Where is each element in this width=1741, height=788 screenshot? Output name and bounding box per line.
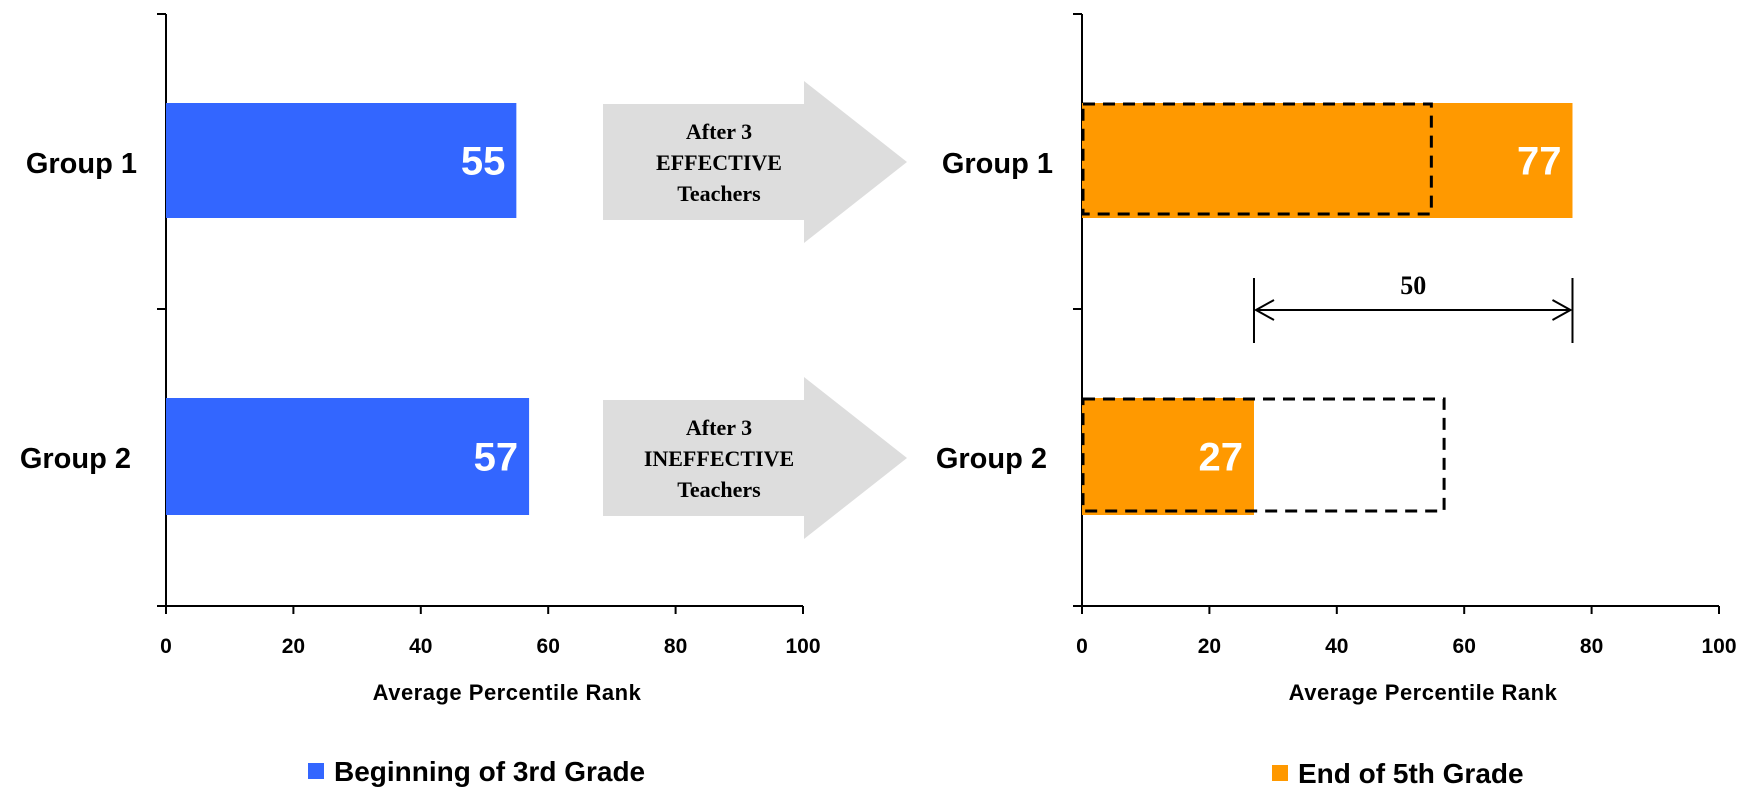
legend-swatch-blue xyxy=(308,763,324,779)
arrow-text-line-3: Teachers xyxy=(677,181,761,206)
arrow-text-line-1: After 3 xyxy=(686,119,752,144)
bars: 77 27 xyxy=(1082,103,1573,515)
reference-outline xyxy=(1081,397,1446,513)
x-tick-label: 40 xyxy=(1325,635,1348,658)
category-label-group-2: Group 2 xyxy=(20,443,131,475)
legend-label: Beginning of 3rd Grade xyxy=(334,756,645,787)
annotation-arrowhead-left xyxy=(1253,299,1275,321)
bar xyxy=(1082,398,1254,515)
gap-annotation: 50 xyxy=(1252,271,1574,343)
x-axis-label: Average Percentile Rank xyxy=(1289,680,1558,705)
legend-label: End of 5th Grade xyxy=(1298,758,1524,788)
arrow-shape xyxy=(603,377,907,539)
arrow-text-line-2: INEFFECTIVE xyxy=(644,446,794,471)
x-tick-label: 80 xyxy=(1580,635,1603,658)
bar xyxy=(166,103,517,218)
x-ticks: 0 20 40 60 80 100 xyxy=(1076,606,1737,658)
arrow-shape xyxy=(603,81,907,243)
annotation-label: 50 xyxy=(1400,271,1426,300)
arrow-ineffective: After 3 INEFFECTIVE Teachers xyxy=(603,377,907,539)
reference-outline xyxy=(1081,102,1433,216)
chart-end-5th-grade: 0 20 40 60 80 100 77 27 50 Group 1 Group 2 Ave… xyxy=(936,13,1737,788)
arrow-text-line-1: After 3 xyxy=(686,415,752,440)
bar xyxy=(1082,103,1573,218)
chart-beginning-3rd-grade: 0 20 40 60 80 100 55 57 Group 1 Group 2 Averag… xyxy=(20,13,821,787)
bar-value-label: 57 xyxy=(474,436,519,480)
category-label-group-2: Group 2 xyxy=(936,443,1047,475)
category-label-group-1: Group 1 xyxy=(26,148,137,180)
x-axis-label: Average Percentile Rank xyxy=(373,680,642,705)
x-tick-label: 60 xyxy=(1453,635,1476,658)
arrow-text-line-2: EFFECTIVE xyxy=(656,150,782,175)
arrow-effective: After 3 EFFECTIVE Teachers xyxy=(603,81,907,243)
x-tick-label: 40 xyxy=(409,635,432,658)
x-tick-label: 100 xyxy=(1701,635,1736,658)
bars: 55 57 xyxy=(166,103,530,515)
annotation-arrowhead-right xyxy=(1552,299,1573,321)
x-ticks: 0 20 40 60 80 100 xyxy=(160,606,821,658)
x-tick-label: 20 xyxy=(1198,635,1221,658)
x-tick-label: 0 xyxy=(1076,635,1088,658)
bar-value-label: 77 xyxy=(1517,140,1562,184)
bar xyxy=(166,398,530,515)
arrow-text-line-3: Teachers xyxy=(677,477,761,502)
x-tick-label: 100 xyxy=(785,635,820,658)
x-tick-label: 20 xyxy=(282,635,305,658)
x-tick-label: 80 xyxy=(664,635,687,658)
x-tick-label: 0 xyxy=(160,635,172,658)
bar-value-label: 55 xyxy=(461,140,506,184)
category-label-group-1: Group 1 xyxy=(942,148,1053,180)
reference-outlines xyxy=(1081,102,1446,513)
bar-value-label: 27 xyxy=(1198,436,1243,480)
x-tick-label: 60 xyxy=(537,635,560,658)
legend-swatch-orange xyxy=(1272,765,1288,781)
